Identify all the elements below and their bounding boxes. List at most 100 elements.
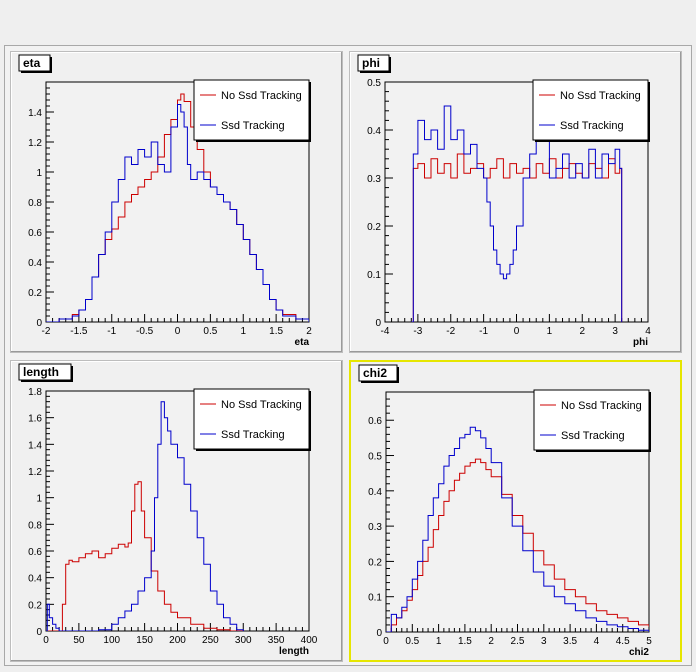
x-tick-label: 4.5 [616, 636, 630, 647]
y-tick-label: 1.6 [28, 414, 42, 425]
chart-length: length 0 50 100 150 200 250 300 350 400 0 0.2 0.4 0.6… [18, 363, 318, 657]
y-tick-label: 0 [375, 318, 381, 329]
x-tick-label: 3.5 [563, 636, 577, 647]
title-box: eta [18, 54, 52, 73]
y-tick-label: 0.4 [28, 258, 42, 269]
y-tick-label: 0.2 [368, 557, 382, 568]
series-line-no-ssd [411, 153, 623, 322]
x-axis-label: chi2 [629, 647, 649, 658]
y-tick-label: 1.4 [28, 440, 42, 451]
x-tick-label: 1 [436, 636, 442, 647]
x-tick-label: -1 [107, 326, 116, 337]
x-tick-label: -2 [446, 326, 455, 337]
y-tick-label: 0 [36, 627, 42, 638]
x-tick-label: 2.5 [511, 636, 525, 647]
x-tick-label: 5 [646, 636, 652, 647]
canvas-frame: eta -2 -1.5 -1 -0.5 0 0.5 1 1.5 2 0 0.2 0.4 0.6 0.8 1 1.… [4, 45, 692, 666]
x-tick-label: -3 [413, 326, 422, 337]
legend-entry: Ssd Tracking [561, 430, 625, 442]
x-tick-label: 300 [235, 635, 252, 646]
x-tick-label: 4 [645, 326, 651, 337]
x-tick-label: 1 [240, 326, 246, 337]
series-line-ssd [386, 426, 649, 632]
y-tick-label: 0.2 [28, 600, 42, 611]
x-axis-label: phi [633, 337, 648, 348]
chart-title: eta [23, 56, 41, 70]
chart-title: chi2 [363, 366, 387, 380]
x-axis-label: length [279, 646, 309, 657]
series-line-ssd [46, 401, 244, 631]
y-tick-label: 0.8 [28, 198, 42, 209]
x-tick-label: -2 [42, 326, 51, 337]
legend-entry: No Ssd Tracking [221, 399, 302, 411]
y-tick-label: 0.1 [368, 593, 382, 604]
y-tick-label: 0 [376, 628, 382, 639]
x-tick-label: 2 [306, 326, 312, 337]
x-tick-label: 200 [169, 635, 186, 646]
legend: No Ssd Tracking Ssd Tracking [533, 389, 651, 452]
x-tick-label: 350 [268, 635, 285, 646]
x-tick-label: 150 [136, 635, 153, 646]
legend-entry: No Ssd Tracking [561, 400, 642, 412]
x-tick-label: 0.5 [405, 636, 419, 647]
x-tick-label: -1 [479, 326, 488, 337]
y-tick-label: 1.2 [28, 467, 42, 478]
y-tick-label: 1 [36, 494, 42, 505]
x-axis-label: eta [295, 337, 310, 348]
x-tick-label: 0.5 [203, 326, 217, 337]
x-tick-label: 0 [43, 635, 49, 646]
x-tick-label: 2 [579, 326, 585, 337]
x-tick-label: -4 [381, 326, 390, 337]
legend: No Ssd Tracking Ssd Tracking [193, 388, 311, 451]
x-tick-label: 1 [547, 326, 553, 337]
y-tick-label: 0.6 [28, 547, 42, 558]
y-tick-label: 0.5 [368, 452, 382, 463]
chart-title: length [23, 365, 59, 379]
x-tick-label: 1.5 [269, 326, 283, 337]
y-tick-label: 1.2 [28, 138, 42, 149]
legend: No Ssd Tracking Ssd Tracking [193, 79, 311, 142]
x-tick-label: 3 [541, 636, 547, 647]
pad-phi[interactable]: phi -4 -3 -2 -1 0 1 2 3 4 0 0.1 0.2 0.3 0.4 0.5 phi No Ss… [349, 51, 682, 353]
x-tick-label: 100 [103, 635, 120, 646]
y-tick-label: 0.2 [367, 222, 381, 233]
pad-length[interactable]: length 0 50 100 150 200 250 300 350 400 0 0.2 0.4 0.6… [10, 360, 343, 662]
x-tick-label: 3 [612, 326, 618, 337]
series-line-no-ssd [386, 458, 649, 632]
series-line-no-ssd [46, 481, 244, 631]
legend-entry: Ssd Tracking [221, 429, 285, 441]
y-tick-label: 0.1 [367, 270, 381, 281]
pad-eta[interactable]: eta -2 -1.5 -1 -0.5 0 0.5 1 1.5 2 0 0.2 0.4 0.6 0.8 1 1.… [10, 51, 343, 353]
series-line-ssd [411, 105, 623, 322]
y-tick-label: 0.3 [367, 174, 381, 185]
x-tick-label: 400 [301, 635, 318, 646]
chart-chi2: chi2 0 0.5 1 1.5 2 2.5 3 3.5 4 4.5 5 0 0.1 0.2 0.3 0.4 0.… [358, 364, 652, 658]
legend-entry: Ssd Tracking [560, 120, 624, 132]
x-tick-label: 50 [73, 635, 85, 646]
x-tick-label: 2 [488, 636, 494, 647]
pad-chi2[interactable]: chi2 0 0.5 1 1.5 2 2.5 3 3.5 4 4.5 5 0 0.1 0.2 0.3 0.4 0.… [349, 360, 682, 662]
legend: No Ssd Tracking Ssd Tracking [532, 79, 650, 142]
y-tick-label: 0.4 [367, 126, 381, 137]
series-line-ssd [46, 104, 309, 322]
y-tick-label: 0.3 [368, 522, 382, 533]
y-tick-label: 1 [36, 168, 42, 179]
y-tick-label: 1.8 [28, 387, 42, 398]
y-tick-label: 1.4 [28, 108, 42, 119]
y-tick-label: 0.2 [28, 288, 42, 299]
chart-eta: eta -2 -1.5 -1 -0.5 0 0.5 1 1.5 2 0 0.2 0.4 0.6 0.8 1 1.… [18, 54, 312, 348]
title-box: chi2 [358, 364, 399, 383]
title-box: length [18, 363, 73, 382]
y-tick-label: 0.6 [368, 416, 382, 427]
chart-title: phi [362, 56, 380, 70]
y-tick-label: 0.6 [28, 228, 42, 239]
title-box: phi [357, 54, 391, 73]
y-tick-label: 0 [36, 318, 42, 329]
legend-entry: No Ssd Tracking [560, 90, 641, 102]
x-tick-label: -1.5 [70, 326, 88, 337]
y-tick-label: 0.4 [28, 574, 42, 585]
x-tick-label: 250 [202, 635, 219, 646]
y-tick-label: 0.8 [28, 520, 42, 531]
x-tick-label: -0.5 [136, 326, 154, 337]
